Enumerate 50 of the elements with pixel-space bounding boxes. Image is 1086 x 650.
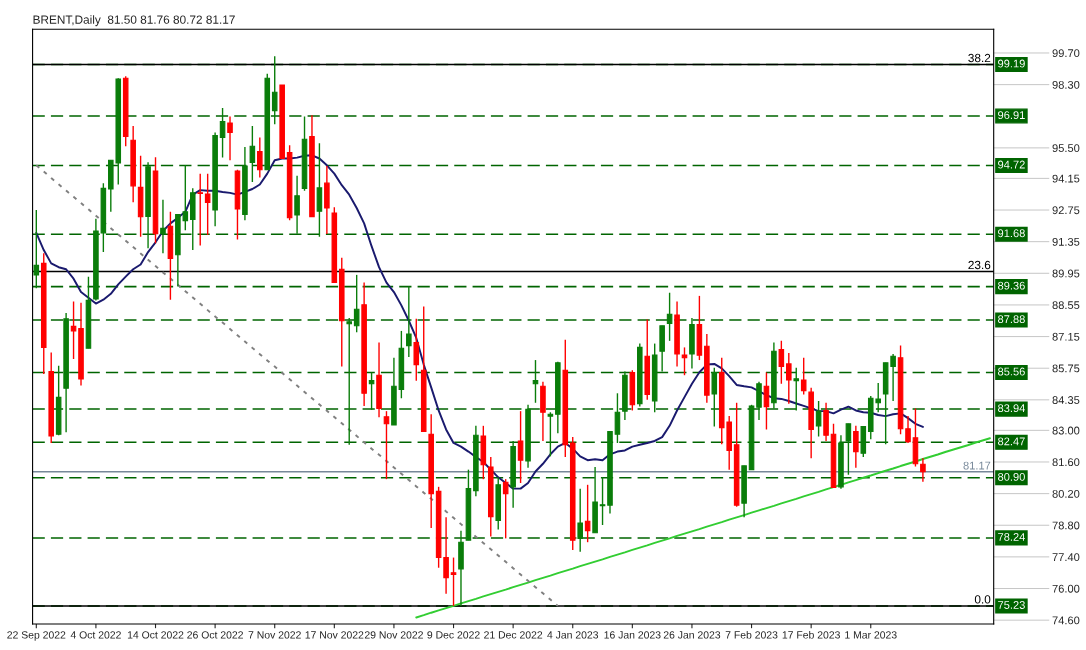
x-tick-label: 26 Jan 2023 bbox=[663, 631, 721, 639]
x-tick-label: 7 Feb 2023 bbox=[725, 630, 778, 639]
ref-line-label: 94.72 bbox=[998, 160, 1025, 169]
x-tick-label: 14 Oct 2022 bbox=[127, 631, 184, 639]
annotation: 38.2 bbox=[968, 53, 991, 63]
x-tick-label: 17 Nov 2022 bbox=[305, 631, 364, 639]
y-tick-label: 74.60 bbox=[1052, 616, 1080, 625]
ref-line-label: 96.91 bbox=[998, 111, 1025, 119]
y-tick-label: 83.00 bbox=[1052, 426, 1080, 435]
x-tick-label: 1 Mar 2023 bbox=[845, 631, 897, 639]
ref-line-label: 82.47 bbox=[998, 437, 1025, 446]
y-tick-label: 91.35 bbox=[1052, 237, 1080, 246]
ref-line-label: 81.17 bbox=[963, 461, 991, 470]
y-tick-label: 77.40 bbox=[1052, 553, 1080, 562]
ref-line-label: 89.36 bbox=[998, 281, 1025, 290]
annotation: 23.6 bbox=[968, 260, 991, 270]
y-tick-label: 87.15 bbox=[1052, 332, 1080, 341]
x-tick-label: 21 Dec 2022 bbox=[484, 631, 543, 639]
y-tick-label: 88.55 bbox=[1052, 301, 1080, 310]
x-tick-label: 4 Oct 2022 bbox=[70, 631, 121, 639]
y-tick-label: 76.00 bbox=[1052, 584, 1080, 593]
x-tick-label: 7 Nov 2022 bbox=[248, 631, 301, 639]
ref-line-label: 78.24 bbox=[998, 533, 1026, 541]
y-tick-label: 95.50 bbox=[1052, 144, 1080, 153]
y-tick-label: 98.30 bbox=[1052, 80, 1080, 89]
ref-line-label: 83.94 bbox=[998, 404, 1026, 413]
x-tick-label: 16 Jan 2023 bbox=[604, 631, 661, 639]
y-tick-label: 99.70 bbox=[1052, 49, 1080, 58]
x-tick-label: 4 Jan 2023 bbox=[547, 631, 599, 639]
y-tick-label: 85.75 bbox=[1052, 364, 1080, 373]
x-tick-label: 29 Nov 2022 bbox=[364, 631, 423, 639]
ref-line-label: 85.56 bbox=[998, 367, 1025, 376]
ref-line-label: 75.23 bbox=[998, 601, 1025, 609]
y-tick-label: 78.80 bbox=[1052, 521, 1080, 530]
y-tick-label: 84.35 bbox=[1052, 396, 1080, 404]
x-tick-label: 9 Dec 2022 bbox=[427, 631, 480, 639]
ref-line-label: 87.88 bbox=[998, 315, 1025, 324]
x-tick-label: 17 Feb 2023 bbox=[782, 630, 840, 639]
ref-line-label: 99.19 bbox=[998, 59, 1025, 68]
y-tick-label: 92.75 bbox=[1052, 206, 1080, 215]
annotation: 0.0 bbox=[974, 595, 991, 604]
y-tick-label: 94.15 bbox=[1052, 174, 1080, 183]
x-tick-label: 22 Sep 2022 bbox=[7, 631, 66, 641]
y-tick-label: 81.60 bbox=[1052, 458, 1080, 467]
chart-title: BRENT,Daily 81.50 81.76 80.72 81.17 bbox=[33, 15, 235, 27]
ref-line-label: 91.68 bbox=[998, 229, 1025, 238]
x-tick-label: 26 Oct 2022 bbox=[187, 631, 243, 639]
y-tick-label: 80.20 bbox=[1052, 489, 1080, 498]
y-tick-label: 89.95 bbox=[1052, 269, 1080, 278]
ref-line-label: 80.90 bbox=[998, 472, 1025, 481]
